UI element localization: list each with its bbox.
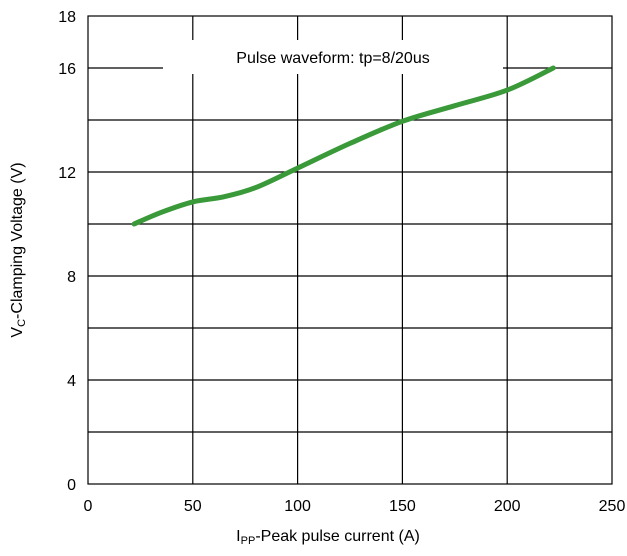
annotation-group: Pulse waveform: tp=8/20us [163,40,503,74]
y-title-main: V [9,327,26,338]
y-axis-title: VC-Clamping Voltage (V) [9,162,28,337]
x-title-rest: -Peak pulse current (A) [255,528,420,545]
y-tick-labels: 0 4 8 12 16 18 [58,9,76,494]
y-tick-label: 12 [58,165,76,182]
y-tick-label: 18 [58,9,76,26]
y-tick-label: 4 [67,373,76,390]
series-line [131,65,556,227]
x-tick-label: 50 [184,498,202,515]
x-axis-title: IPP-Peak pulse current (A) [236,528,420,547]
x-tick-label: 0 [84,498,93,515]
x-title-main: I [236,528,240,545]
annotation-background [163,40,503,74]
x-tick-label: 100 [284,498,311,515]
y-tick-label: 8 [67,269,76,286]
grid-lines [88,16,612,484]
series-group [131,65,556,227]
annotation-text: Pulse waveform: tp=8/20us [236,50,429,67]
y-title-rest: -Clamping Voltage (V) [9,162,26,319]
x-tick-label: 200 [494,498,521,515]
y-tick-label: 16 [58,61,76,78]
y-title-subscript: C [16,319,28,327]
x-tick-labels: 0 50 100 150 200 250 [84,498,626,515]
x-title-subscript: PP [241,535,256,547]
x-tick-label: 250 [599,498,626,515]
x-tick-label: 150 [389,498,416,515]
y-tick-label: 0 [67,477,76,494]
plot-frame [87,15,613,485]
